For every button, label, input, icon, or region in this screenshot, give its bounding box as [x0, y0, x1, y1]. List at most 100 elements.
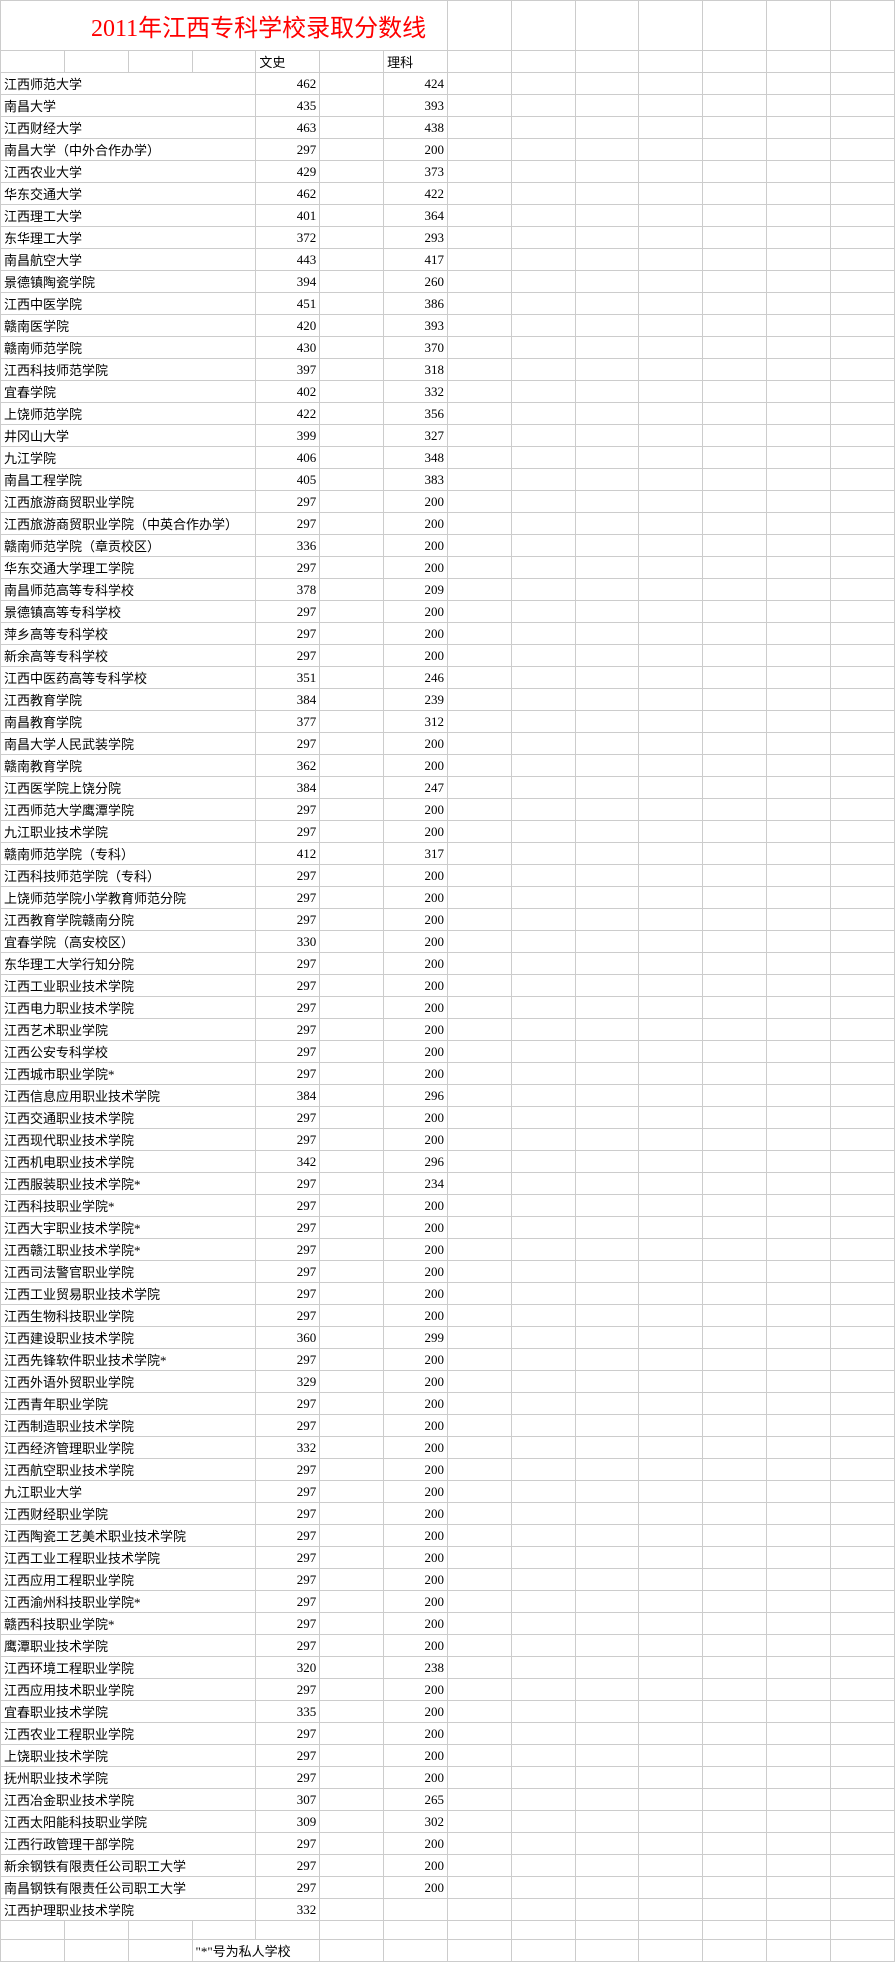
like-score: 327 [384, 425, 448, 447]
like-score: 200 [384, 491, 448, 513]
like-score: 238 [384, 1657, 448, 1679]
like-score: 200 [384, 1349, 448, 1371]
school-name: 新余钢铁有限责任公司职工大学 [1, 1855, 256, 1877]
school-name: 江西城市职业学院* [1, 1063, 256, 1085]
table-row: 江西护理职业技术学院332 [1, 1899, 895, 1921]
wenshi-score: 297 [256, 513, 320, 535]
school-name: 江西经济管理职业学院 [1, 1437, 256, 1459]
table-row: 赣南师范学院430370 [1, 337, 895, 359]
wenshi-score: 297 [256, 1613, 320, 1635]
wenshi-score: 297 [256, 139, 320, 161]
table-row: 江西科技师范学院397318 [1, 359, 895, 381]
table-row: 华东交通大学462422 [1, 183, 895, 205]
wenshi-score: 297 [256, 1679, 320, 1701]
table-row: 江西行政管理干部学院297200 [1, 1833, 895, 1855]
wenshi-score: 297 [256, 1349, 320, 1371]
table-row: 井冈山大学399 327 [1, 425, 895, 447]
table-row: 九江职业大学297200 [1, 1481, 895, 1503]
wenshi-score: 462 [256, 73, 320, 95]
table-row: 江西财经大学463438 [1, 117, 895, 139]
like-score: 332 [384, 381, 448, 403]
school-name: 南昌大学（中外合作办学） [1, 139, 256, 161]
like-score: 200 [384, 139, 448, 161]
table-row: 南昌大学435393 [1, 95, 895, 117]
like-score: 200 [384, 1393, 448, 1415]
school-name: 南昌工程学院 [1, 469, 256, 491]
wenshi-score: 330 [256, 931, 320, 953]
like-score: 317 [384, 843, 448, 865]
school-name: 江西科技职业学院* [1, 1195, 256, 1217]
school-name: 江西渝州科技职业学院* [1, 1591, 256, 1613]
like-score: 200 [384, 1701, 448, 1723]
wenshi-score: 297 [256, 997, 320, 1019]
table-row: 江西公安专科学校297200 [1, 1041, 895, 1063]
table-row: 江西信息应用职业技术学院384296 [1, 1085, 895, 1107]
table-row: 上饶师范学院小学教育师范分院297200 [1, 887, 895, 909]
school-name: 江西冶金职业技术学院 [1, 1789, 256, 1811]
school-name: 江西赣江职业技术学院* [1, 1239, 256, 1261]
school-name: 萍乡高等专科学校 [1, 623, 256, 645]
like-score: 247 [384, 777, 448, 799]
table-row: 江西城市职业学院*297200 [1, 1063, 895, 1085]
wenshi-score: 329 [256, 1371, 320, 1393]
wenshi-score: 412 [256, 843, 320, 865]
like-score: 200 [384, 931, 448, 953]
like-score: 200 [384, 755, 448, 777]
wenshi-score: 402 [256, 381, 320, 403]
wenshi-score: 297 [256, 1459, 320, 1481]
table-row: 江西艺术职业学院297200 [1, 1019, 895, 1041]
school-name: 江西航空职业技术学院 [1, 1459, 256, 1481]
like-score: 200 [384, 1371, 448, 1393]
wenshi-score: 297 [256, 1481, 320, 1503]
like-score: 200 [384, 1129, 448, 1151]
like-score: 393 [384, 315, 448, 337]
table-row: 江西现代职业技术学院297200 [1, 1129, 895, 1151]
table-row: 新余高等专科学校297200 [1, 645, 895, 667]
school-name: 井冈山大学 [1, 425, 256, 447]
school-name: 江西公安专科学校 [1, 1041, 256, 1063]
header-wenshi: 文史 [256, 51, 320, 73]
table-row: 赣南教育学院362200 [1, 755, 895, 777]
wenshi-score: 297 [256, 1767, 320, 1789]
like-score: 234 [384, 1173, 448, 1195]
school-name: 南昌航空大学 [1, 249, 256, 271]
like-score: 200 [384, 799, 448, 821]
wenshi-score: 297 [256, 1877, 320, 1899]
school-name: 江西财经大学 [1, 117, 256, 139]
school-name: 赣南师范学院 [1, 337, 256, 359]
like-score: 200 [384, 887, 448, 909]
school-name: 抚州职业技术学院 [1, 1767, 256, 1789]
like-score: 422 [384, 183, 448, 205]
school-name: 华东交通大学理工学院 [1, 557, 256, 579]
like-score: 200 [384, 1679, 448, 1701]
table-row: 江西陶瓷工艺美术职业技术学院297200 [1, 1525, 895, 1547]
wenshi-score: 335 [256, 1701, 320, 1723]
school-name: 东华理工大学行知分院 [1, 953, 256, 975]
like-score: 260 [384, 271, 448, 293]
wenshi-score: 377 [256, 711, 320, 733]
table-row: 江西冶金职业技术学院307265 [1, 1789, 895, 1811]
wenshi-score: 297 [256, 909, 320, 931]
table-row: 萍乡高等专科学校297200 [1, 623, 895, 645]
school-name: 江西财经职业学院 [1, 1503, 256, 1525]
table-row: 赣南师范学院（专科）412317 [1, 843, 895, 865]
wenshi-score: 297 [256, 865, 320, 887]
table-row: 江西电力职业技术学院297200 [1, 997, 895, 1019]
like-score: 200 [384, 1239, 448, 1261]
table-row: 江西服装职业技术学院*297234 [1, 1173, 895, 1195]
school-name: 新余高等专科学校 [1, 645, 256, 667]
table-row: 江西旅游商贸职业学院297200 [1, 491, 895, 513]
table-row: 江西教育学院384239 [1, 689, 895, 711]
like-score: 386 [384, 293, 448, 315]
school-name: 江西科技师范学院（专科） [1, 865, 256, 887]
table-row: 江西理工大学401364 [1, 205, 895, 227]
wenshi-score: 399 [256, 425, 320, 447]
wenshi-score: 435 [256, 95, 320, 117]
school-name: 江西工业工程职业技术学院 [1, 1547, 256, 1569]
school-name: 赣南医学院 [1, 315, 256, 337]
like-score: 200 [384, 1525, 448, 1547]
like-score: 200 [384, 623, 448, 645]
school-name: 九江学院 [1, 447, 256, 469]
table-row: 江西司法警官职业学院297200 [1, 1261, 895, 1283]
wenshi-score: 297 [256, 1129, 320, 1151]
